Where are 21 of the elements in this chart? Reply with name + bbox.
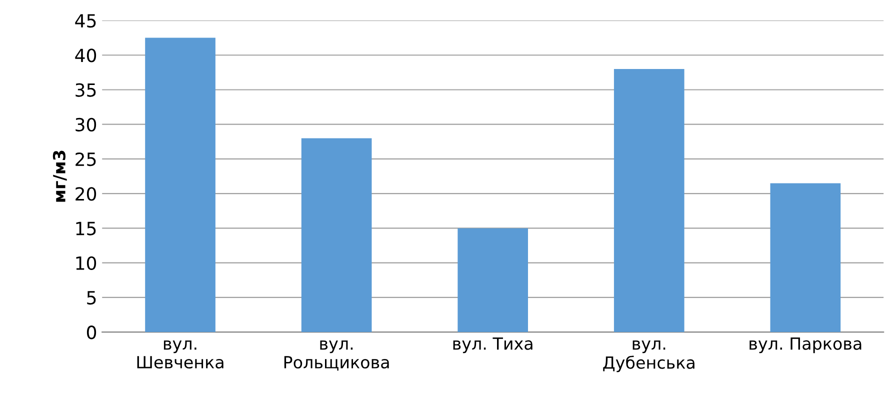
y-tick-label: 35 xyxy=(76,83,96,97)
bar xyxy=(301,138,372,332)
y-tick-label: 20 xyxy=(76,187,96,201)
y-tick-label: 0 xyxy=(86,326,96,340)
x-tick-label: вул. Рольщикова xyxy=(284,340,389,371)
y-tick-label: 25 xyxy=(76,152,96,166)
x-tick-label: вул. Паркова xyxy=(750,337,862,354)
x-tick-label: вул. Тиха xyxy=(453,337,532,354)
y-tick-label: 15 xyxy=(76,222,96,236)
bar xyxy=(145,38,216,332)
x-tick-label: вул. Шевченка xyxy=(137,340,224,369)
x-tick-label: вул. Дубенська xyxy=(603,340,694,372)
bar xyxy=(614,68,684,332)
bar xyxy=(770,183,841,332)
y-tick-label: 45 xyxy=(75,14,96,28)
y-tick-label: 10 xyxy=(76,256,96,270)
y-tick-label: 30 xyxy=(76,118,96,132)
y-tick-label: 40 xyxy=(75,48,96,62)
y-tick-label: 5 xyxy=(87,291,96,305)
y-axis-title: мг/м3 xyxy=(52,150,67,202)
bar xyxy=(458,228,528,332)
